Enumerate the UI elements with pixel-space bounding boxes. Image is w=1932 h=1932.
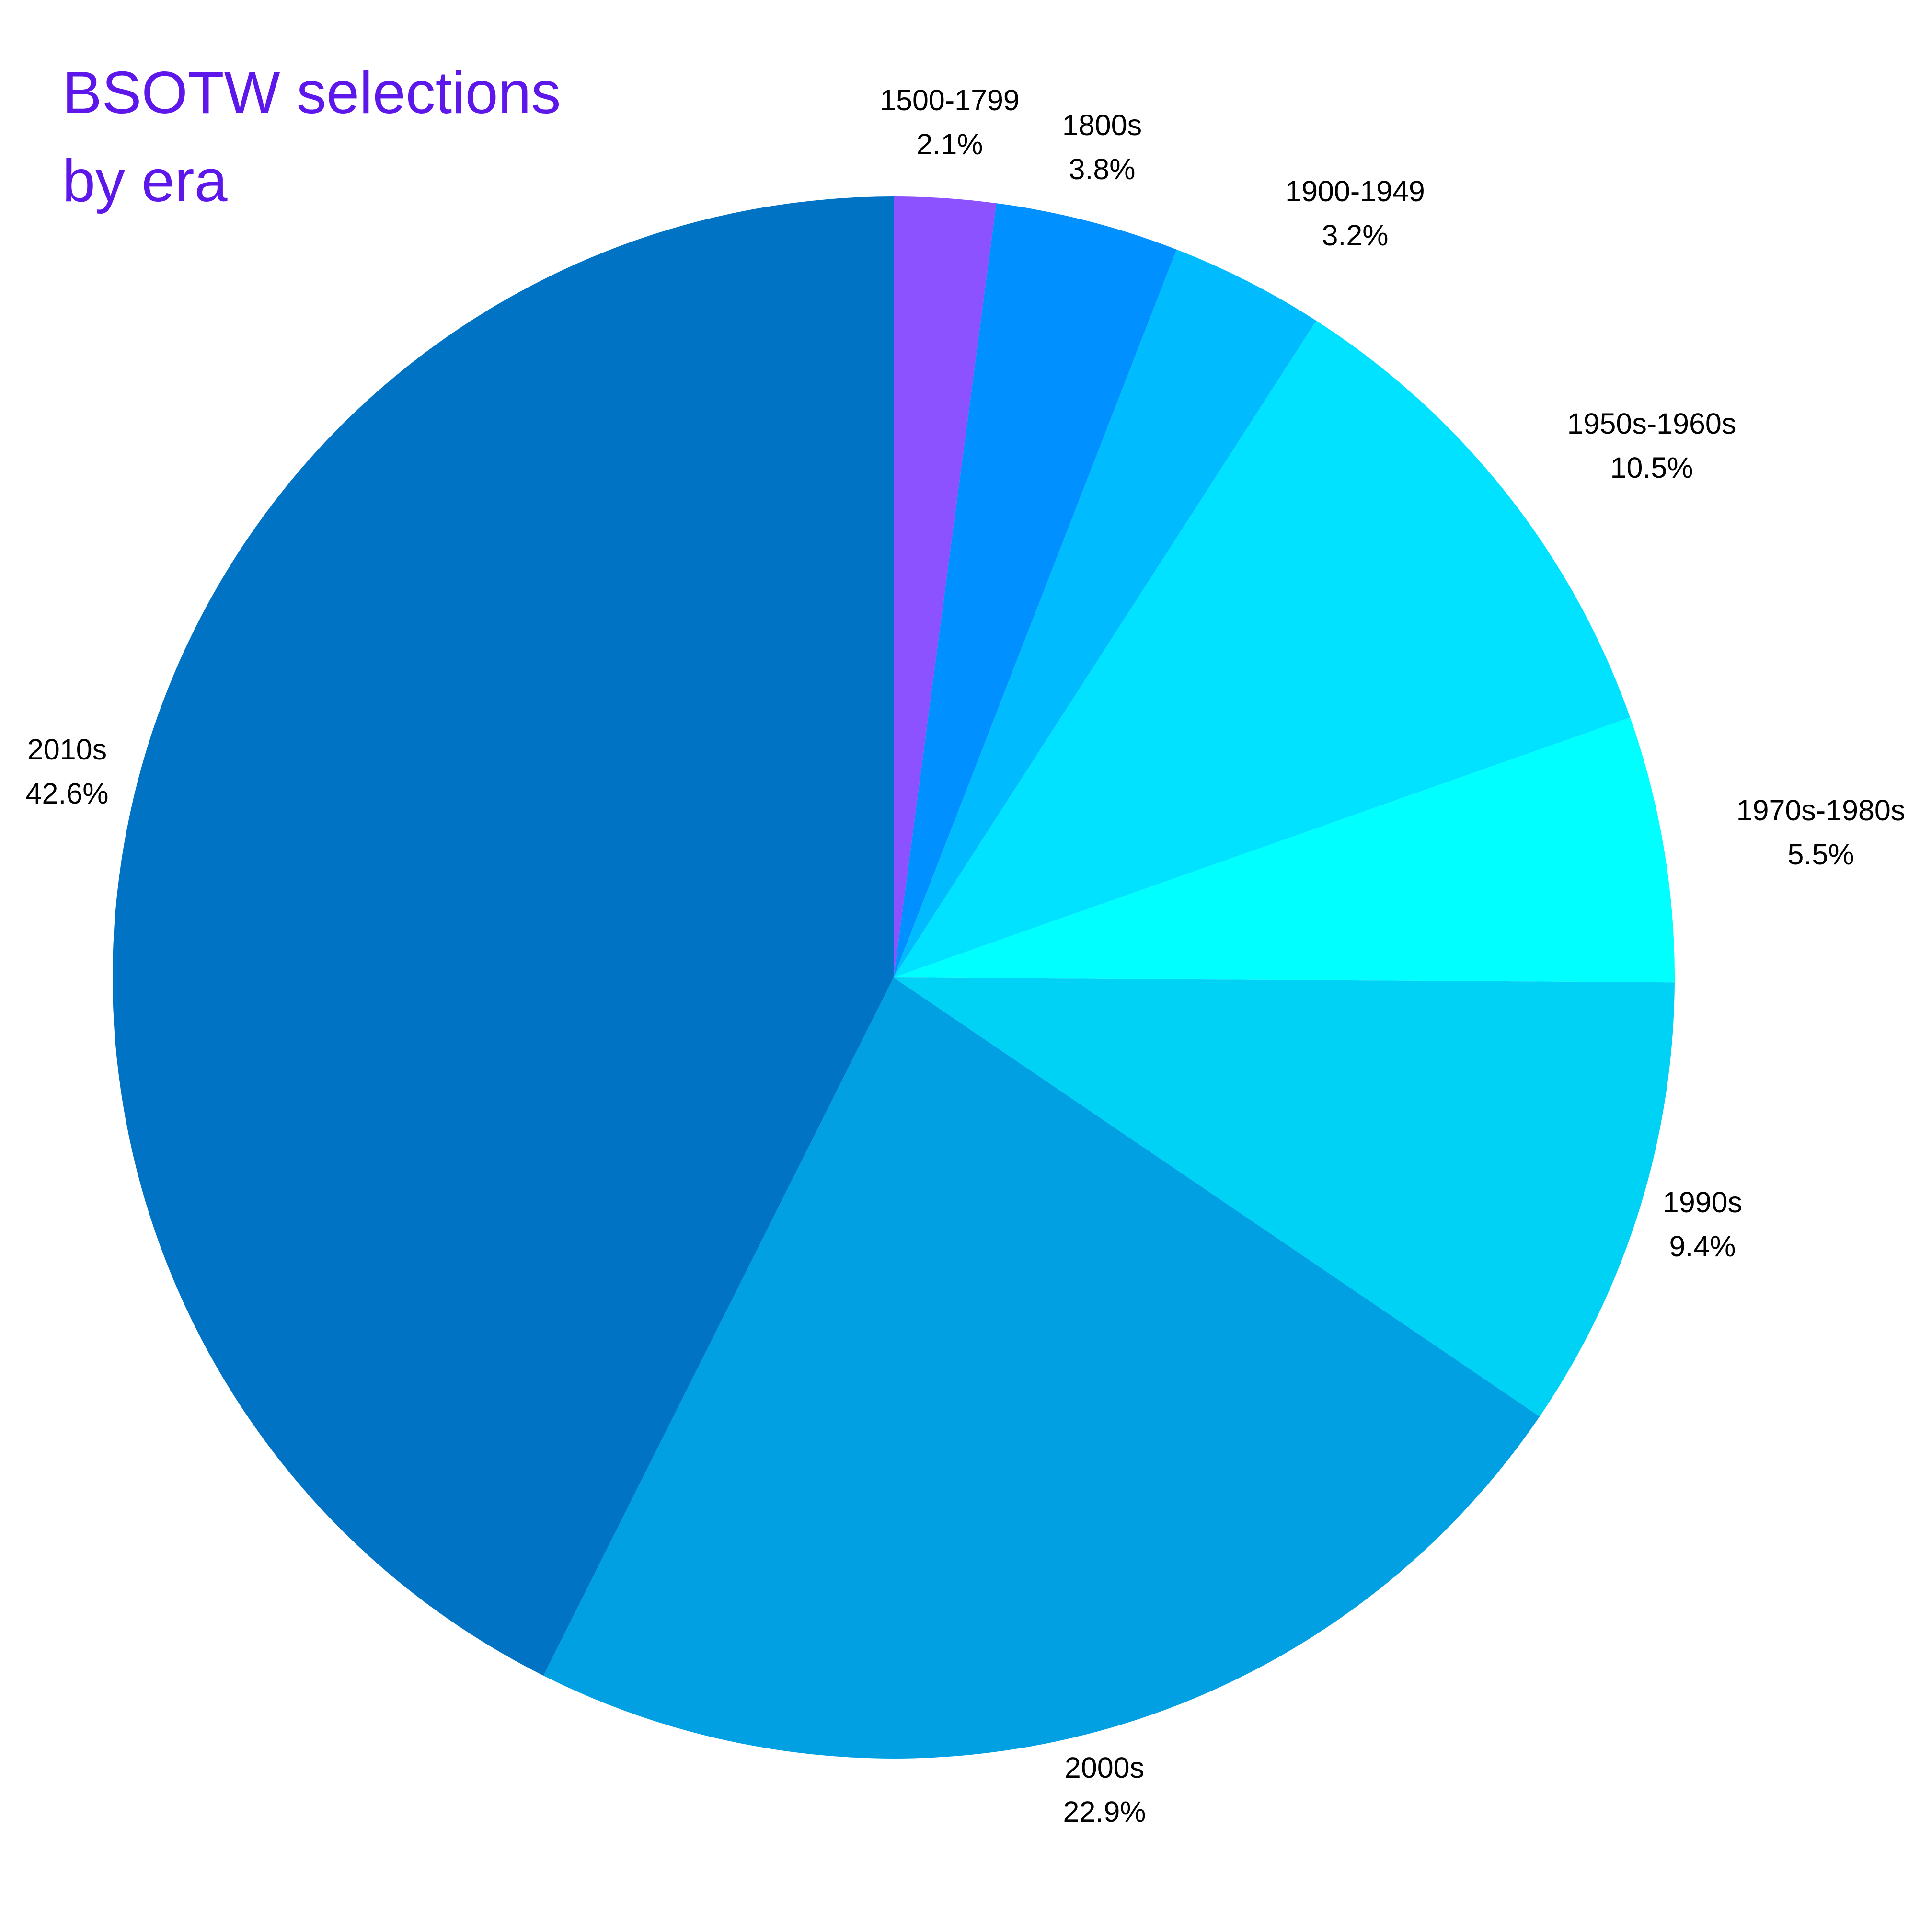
slice-value-2010s: 42.6%: [26, 777, 109, 810]
slice-label-1970s-1980s: 1970s-1980s: [1736, 794, 1906, 827]
chart-title-line-1: BSOTW selections: [62, 60, 561, 126]
slice-value-1990s: 9.4%: [1669, 1230, 1736, 1263]
slice-value-1500-1799: 2.1%: [916, 128, 983, 161]
slice-label-2000s: 2000s: [1065, 1751, 1144, 1784]
pie-slice-2000s: [543, 978, 1540, 1759]
slice-label-1950s-1960s: 1950s-1960s: [1567, 407, 1736, 440]
slice-label-1900-1949: 1900-1949: [1285, 175, 1425, 207]
pie-slice-1970s-1980s: [894, 717, 1675, 983]
slice-label-1990s: 1990s: [1663, 1186, 1742, 1219]
slice-value-1950s-1960s: 10.5%: [1610, 451, 1693, 484]
slice-value-2000s: 22.9%: [1063, 1795, 1146, 1828]
pie-slice-1500-1799: [894, 196, 997, 978]
pie-slice-1800s: [894, 203, 1177, 978]
pie-slice-1950s-1960s: [894, 321, 1631, 978]
slice-label-1500-1799: 1500-1799: [880, 84, 1020, 116]
chart-title-line-2: by era: [62, 148, 228, 214]
pie-slices: [113, 196, 1675, 1759]
slice-value-1800s: 3.8%: [1069, 153, 1135, 185]
slice-label-2010s: 2010s: [27, 733, 107, 766]
pie-slice-2010s: [113, 196, 894, 1676]
chart-title: BSOTW selections by era: [62, 60, 577, 214]
pie-labels: 1500-1799 2.1% 1800s 3.8% 1900-1949 3.2% 1950s…: [26, 84, 1906, 1828]
pie-slice-1990s: [894, 978, 1675, 1417]
pie-slice-1900-1949: [894, 249, 1317, 978]
slice-value-1900-1949: 3.2%: [1322, 219, 1388, 252]
slice-value-1970s-1980s: 5.5%: [1787, 838, 1854, 871]
slice-label-1800s: 1800s: [1062, 109, 1142, 141]
